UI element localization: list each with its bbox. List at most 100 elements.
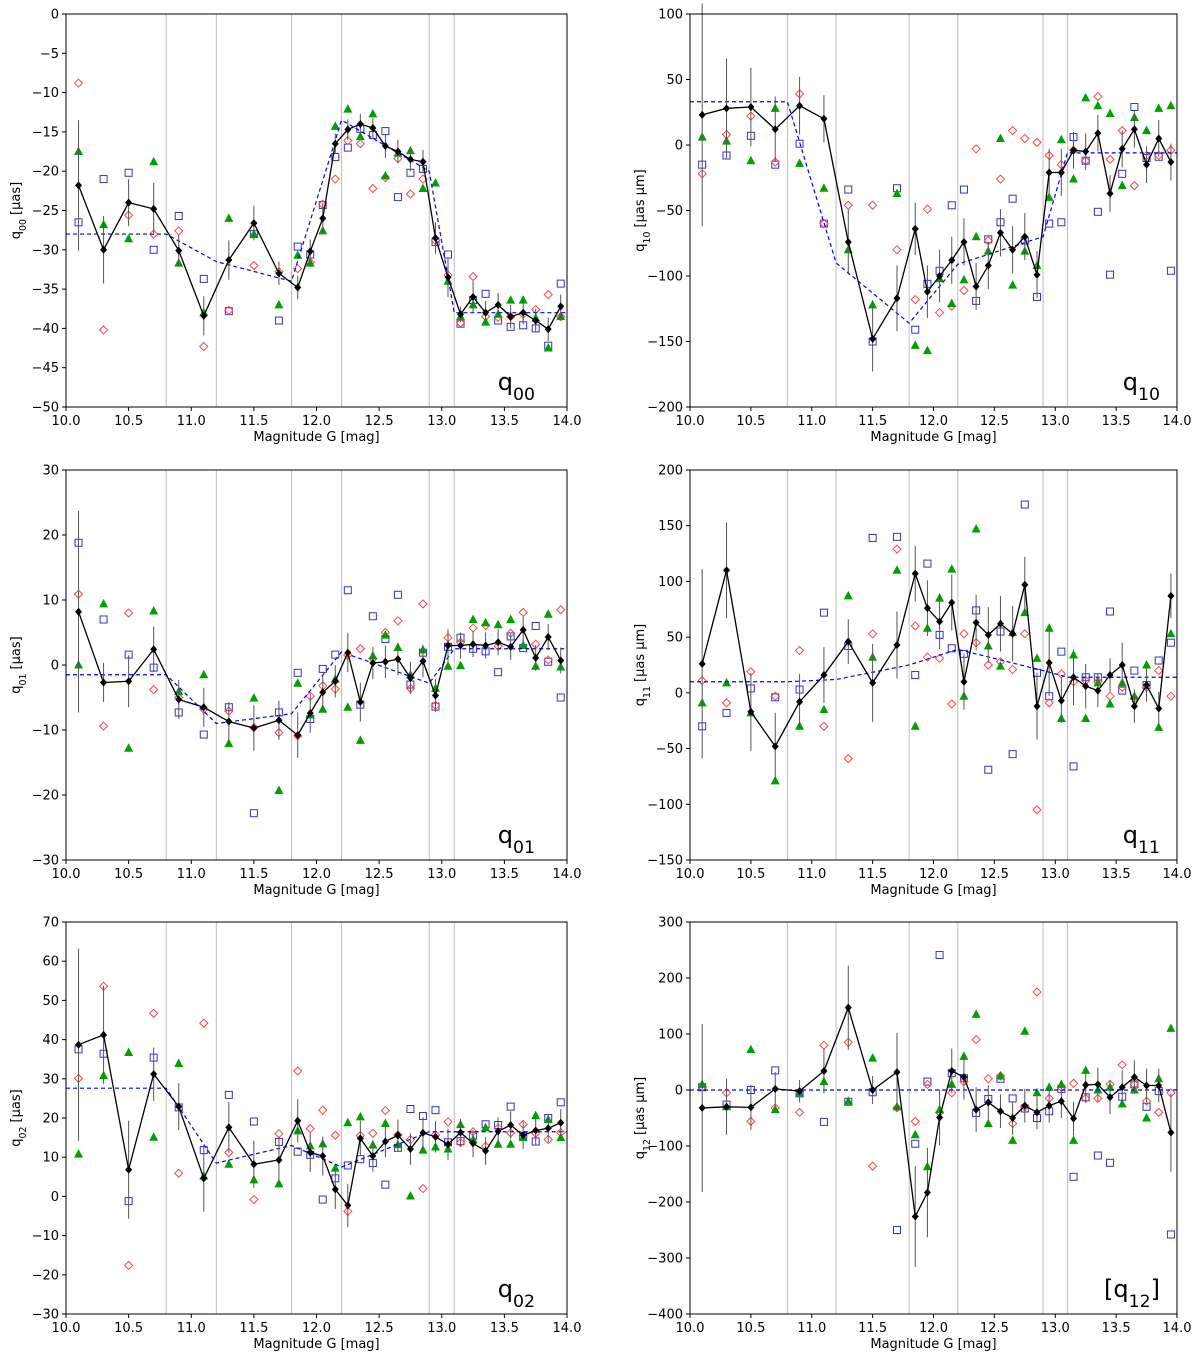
mean-point bbox=[275, 269, 283, 278]
y-tick-label: −200 bbox=[647, 401, 683, 416]
mean-line bbox=[702, 104, 1172, 341]
y-tick-label: −40 bbox=[32, 322, 59, 337]
data-point-triangle bbox=[1020, 1026, 1030, 1035]
x-tick-label: 12.5 bbox=[365, 1321, 394, 1336]
data-point-triangle bbox=[506, 614, 516, 623]
data-point-square bbox=[494, 316, 503, 325]
data-point-diamond bbox=[330, 1130, 340, 1140]
x-tick-label: 10.5 bbox=[114, 1321, 143, 1336]
mean-point bbox=[1167, 158, 1175, 167]
data-point-square bbox=[444, 250, 453, 259]
mean-point bbox=[294, 283, 302, 292]
panel-tag: q02 bbox=[498, 1275, 535, 1312]
data-point-diamond bbox=[123, 1260, 134, 1271]
x-tick-label: 13.0 bbox=[427, 414, 456, 429]
data-point-square bbox=[923, 559, 932, 568]
data-point-diamond bbox=[867, 1161, 878, 1171]
data-point-square bbox=[406, 1104, 415, 1113]
mean-point bbox=[406, 155, 414, 164]
data-point-triangle bbox=[843, 590, 853, 600]
mean-point bbox=[1143, 1081, 1151, 1090]
data-point-diamond bbox=[770, 691, 780, 701]
x-axis-label: Magnitude G [mag] bbox=[253, 1337, 379, 1352]
data-point-diamond bbox=[721, 698, 732, 708]
x-tick-label: 13.5 bbox=[490, 867, 519, 882]
y-axis-label: q00 [μas] bbox=[9, 182, 29, 239]
mean-point bbox=[747, 707, 755, 716]
x-tick-label: 11.0 bbox=[797, 867, 826, 882]
mean-point bbox=[771, 125, 779, 134]
mean-point bbox=[771, 742, 779, 751]
mean-point bbox=[1033, 702, 1041, 711]
mean-point bbox=[544, 1124, 552, 1133]
mean-point bbox=[1045, 658, 1053, 667]
mean-point bbox=[911, 569, 919, 578]
data-point-diamond bbox=[368, 183, 378, 194]
mean-point bbox=[960, 1073, 968, 1082]
mean-point bbox=[125, 1165, 133, 1174]
x-tick-label: 10.0 bbox=[52, 867, 81, 882]
data-point-diamond bbox=[1093, 1093, 1103, 1104]
y-tick-label: 40 bbox=[42, 1033, 59, 1048]
mean-point bbox=[250, 219, 258, 228]
mean-point bbox=[1155, 134, 1163, 143]
y-tick-label: 10 bbox=[42, 1151, 59, 1166]
data-point-diamond bbox=[418, 599, 428, 609]
data-point-triangle bbox=[746, 1044, 756, 1054]
data-point-triangle bbox=[368, 108, 378, 118]
y-tick-label: −35 bbox=[32, 283, 59, 298]
mean-point bbox=[294, 1116, 302, 1125]
mean-point bbox=[1130, 1073, 1138, 1082]
data-point-square bbox=[1057, 218, 1066, 227]
data-point-square bbox=[911, 325, 920, 334]
data-point-triangle bbox=[174, 1058, 184, 1068]
data-point-triangle bbox=[274, 785, 284, 794]
x-tick-label: 12.5 bbox=[980, 414, 1009, 429]
x-tick-label: 12.5 bbox=[980, 867, 1009, 882]
mean-point bbox=[100, 1030, 108, 1039]
y-tick-label: −150 bbox=[647, 854, 683, 869]
model-line bbox=[690, 101, 1177, 325]
data-point-square bbox=[1166, 1230, 1175, 1239]
data-point-diamond bbox=[1056, 669, 1067, 679]
mean-point bbox=[532, 653, 540, 662]
data-point-square bbox=[771, 160, 780, 169]
mean-point bbox=[820, 1066, 828, 1075]
data-point-diamond bbox=[343, 135, 353, 146]
data-point-square bbox=[556, 1098, 565, 1107]
data-point-triangle bbox=[224, 738, 234, 748]
data-point-triangle bbox=[947, 564, 957, 573]
y-tick-label: 20 bbox=[42, 1112, 59, 1127]
mean-line bbox=[77, 123, 562, 331]
data-point-triangle bbox=[819, 183, 829, 192]
data-point-triangle bbox=[405, 1191, 415, 1200]
y-tick-label: 20 bbox=[42, 529, 59, 544]
data-point-diamond bbox=[148, 684, 159, 695]
y-tick-label: 0 bbox=[675, 686, 683, 701]
y-tick-label: −30 bbox=[32, 1308, 59, 1323]
mean-point bbox=[125, 677, 133, 686]
mean-point bbox=[319, 214, 327, 223]
x-tick-label: 11.5 bbox=[239, 867, 268, 882]
data-point-diamond bbox=[1007, 125, 1018, 136]
mean-point bbox=[419, 1128, 427, 1137]
x-tick-label: 11.0 bbox=[797, 1321, 826, 1336]
data-point-triangle bbox=[1008, 1135, 1018, 1144]
data-point-square bbox=[556, 279, 565, 288]
data-point-triangle bbox=[99, 598, 109, 608]
data-point-square bbox=[1069, 762, 1078, 771]
data-point-triangle bbox=[556, 1132, 566, 1142]
y-tick-label: 300 bbox=[658, 916, 683, 931]
mean-point bbox=[911, 224, 919, 233]
x-tick-label: 13.0 bbox=[1041, 867, 1070, 882]
panel-tag: [q12] bbox=[1104, 1275, 1160, 1312]
mean-point bbox=[225, 717, 233, 726]
y-tick-label: −25 bbox=[32, 204, 59, 219]
y-tick-label: −20 bbox=[32, 1268, 59, 1283]
mean-point bbox=[175, 1102, 183, 1111]
mean-point bbox=[1070, 146, 1078, 155]
data-point-diamond bbox=[1129, 180, 1140, 191]
data-point-triangle bbox=[1105, 108, 1115, 118]
data-point-diamond bbox=[971, 1034, 981, 1045]
mean-point bbox=[820, 114, 828, 123]
